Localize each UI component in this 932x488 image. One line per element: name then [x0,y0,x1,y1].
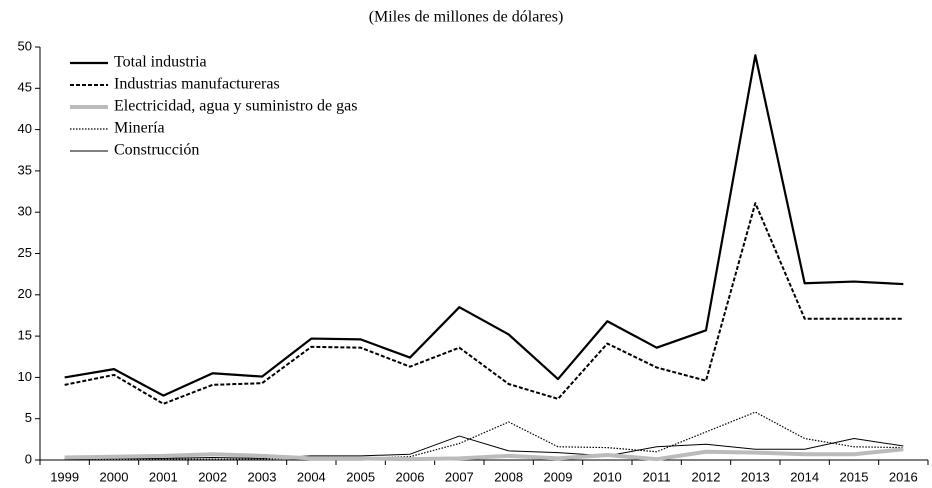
x-tick-label: 1999 [50,469,79,484]
x-tick-label: 2007 [445,469,474,484]
y-tick-label: 5 [25,410,32,425]
x-tick-label: 2004 [297,469,326,484]
x-tick-label: 2015 [840,469,869,484]
x-tick-label: 2003 [248,469,277,484]
x-tick-label: 2014 [790,469,819,484]
legend-label: Electricidad, agua y suministro de gas [114,98,357,115]
x-tick-label: 2005 [346,469,375,484]
x-tick-label: 2006 [396,469,425,484]
series-line [64,202,904,405]
y-tick-label: 40 [18,121,32,136]
x-tick-label: 2002 [198,469,227,484]
x-tick-label: 2012 [692,469,721,484]
legend-label: Total industria [114,54,207,71]
y-tick-label: 25 [18,245,32,260]
y-tick-label: 35 [18,162,32,177]
x-tick-label: 2016 [889,469,918,484]
y-tick-label: 20 [18,286,32,301]
x-tick-label: 2010 [593,469,622,484]
series-line [64,411,904,460]
y-tick-label: 45 [18,80,32,95]
chart-subtitle: (Miles de millones de dólares) [369,9,564,26]
y-tick-label: 30 [18,204,32,219]
x-tick-label: 2008 [494,469,523,484]
series-line [64,435,904,460]
y-tick-label: 0 [25,451,32,466]
y-tick-label: 10 [18,369,32,384]
series-line [64,447,904,462]
x-tick-label: 2009 [544,469,573,484]
y-tick-label: 50 [18,38,32,53]
x-tick-label: 2011 [643,469,671,484]
series-line [64,54,904,397]
x-tick-label: 2013 [741,469,770,484]
legend-label: Construcción [114,142,199,159]
y-tick-label: 15 [18,328,32,343]
x-tick-label: 2001 [149,469,178,484]
legend-label: Minería [114,120,165,137]
x-tick-label: 2000 [100,469,129,484]
legend-label: Industrias manufactureras [114,76,280,93]
